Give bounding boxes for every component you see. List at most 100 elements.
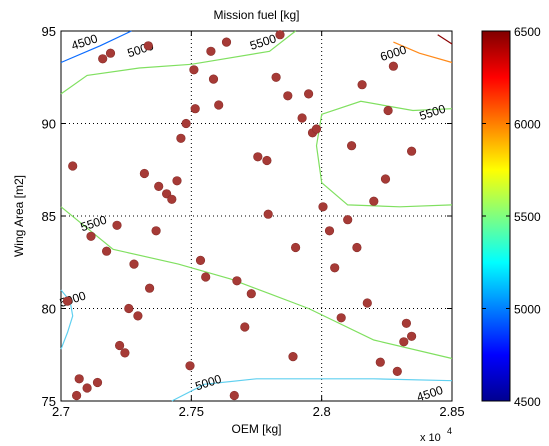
x-multiplier-exponent: 4 <box>447 426 452 436</box>
data-point <box>206 46 216 56</box>
data-point <box>74 374 84 384</box>
data-point <box>154 181 164 191</box>
data-point <box>240 322 250 332</box>
colorbar-tick-label: 6000 <box>514 118 541 132</box>
y-axis-label: Wing Area [m2] <box>12 175 26 257</box>
contour-line-5500 <box>315 100 453 208</box>
data-point <box>347 141 357 151</box>
data-point <box>253 152 263 162</box>
data-point <box>297 113 307 123</box>
x-tick-label: 2.8 <box>313 404 331 419</box>
data-point <box>124 303 134 314</box>
data-point <box>92 377 103 388</box>
data-point <box>133 311 143 321</box>
data-point <box>229 390 239 401</box>
data-point <box>318 202 328 212</box>
contour-lines <box>60 30 453 402</box>
y-tick-label: 95 <box>42 24 56 39</box>
x-axis-ticks: 2.7 2.75 2.8 2.85 <box>52 31 465 419</box>
data-point <box>330 263 340 273</box>
data-point <box>214 100 224 110</box>
data-point <box>143 41 153 51</box>
data-point <box>167 194 177 204</box>
data-point <box>101 246 112 256</box>
contour-line-5500 <box>60 206 453 360</box>
data-point <box>201 272 211 282</box>
x-tick-label: 2.85 <box>439 404 464 419</box>
data-point <box>288 352 298 362</box>
data-point <box>311 124 322 134</box>
y-tick-label: 80 <box>42 302 56 317</box>
colorbar-tick-label: 6500 <box>514 25 541 39</box>
data-point <box>246 289 256 299</box>
x-axis-multiplier: x 10 4 <box>420 426 452 444</box>
contour-line-5000 <box>171 378 453 402</box>
data-point <box>388 61 399 71</box>
x-axis-label: OEM [kg] <box>231 422 281 436</box>
colorbar-tick-label: 5000 <box>514 303 541 317</box>
y-tick-label: 90 <box>42 117 56 132</box>
data-point <box>275 30 285 40</box>
y-axis-ticks: 75 80 85 90 95 <box>42 24 452 409</box>
y-tick-label: 75 <box>42 394 56 409</box>
data-point <box>324 226 335 236</box>
data-point <box>129 259 139 269</box>
data-point <box>68 161 78 171</box>
x-tick-label: 2.75 <box>179 404 204 419</box>
data-point <box>181 118 191 129</box>
data-point <box>401 318 412 328</box>
data-point <box>145 283 155 293</box>
data-point <box>208 74 219 84</box>
y-tick-label: 85 <box>42 209 56 224</box>
data-point <box>185 361 195 371</box>
chart-title: Mission fuel [kg] <box>213 8 299 22</box>
data-point <box>399 337 409 347</box>
data-point <box>263 209 273 219</box>
data-point <box>105 48 116 58</box>
data-point <box>232 276 242 286</box>
data-point <box>383 105 393 116</box>
data-point <box>343 215 353 225</box>
data-point <box>98 54 108 64</box>
data-point <box>62 296 73 306</box>
contour-line-5500 <box>60 30 296 95</box>
data-point <box>86 231 96 241</box>
data-point <box>375 357 385 367</box>
data-point <box>120 348 130 358</box>
data-point <box>112 220 122 230</box>
data-point <box>380 174 391 184</box>
contour-line-6500 <box>437 34 453 45</box>
colorbar-tick-label: 4500 <box>514 395 541 409</box>
data-point <box>176 133 186 143</box>
contour-line-6000 <box>393 41 453 64</box>
x-tick-label: 2.7 <box>52 404 70 419</box>
data-point <box>369 196 379 206</box>
x-multiplier-base: x 10 <box>420 432 441 444</box>
data-point <box>172 176 182 186</box>
data-point <box>190 104 200 114</box>
data-point <box>114 340 125 351</box>
data-point <box>291 242 301 253</box>
data-point <box>392 366 402 377</box>
data-point <box>304 89 314 99</box>
plot-area <box>60 30 453 402</box>
data-point <box>262 155 272 166</box>
data-point <box>407 331 417 341</box>
data-point <box>357 80 367 90</box>
data-point <box>283 91 293 101</box>
data-point <box>151 226 161 236</box>
data-point <box>362 298 372 308</box>
data-point <box>352 242 362 253</box>
colorbar-ticks: 4500 5000 5500 6000 6500 <box>482 25 541 409</box>
data-point <box>195 255 206 266</box>
colorbar-tick-label: 5500 <box>514 210 541 224</box>
colorbar <box>481 30 511 402</box>
data-points <box>62 30 417 401</box>
grid-lines <box>61 31 452 401</box>
data-point <box>221 37 232 47</box>
data-point <box>189 65 199 75</box>
data-point <box>271 72 281 82</box>
data-point <box>139 168 149 179</box>
contour-line-4500 <box>60 30 132 64</box>
